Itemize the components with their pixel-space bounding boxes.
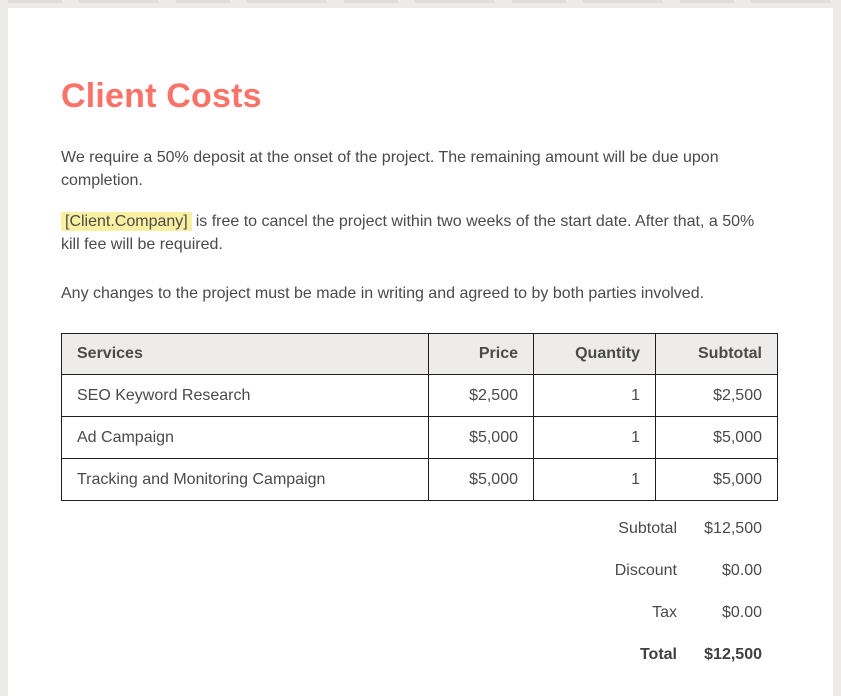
- cell-subtotal: $5,000: [655, 458, 778, 501]
- column-header-services: Services: [61, 333, 429, 375]
- summary-value: $0.00: [721, 604, 762, 621]
- summary-row-tax: Tax $0.00: [61, 592, 777, 634]
- summary-value: $0.00: [721, 562, 762, 579]
- cell-subtotal: $5,000: [655, 416, 778, 459]
- page-title: Client Costs: [61, 77, 262, 115]
- summary-value: $12,500: [704, 646, 762, 663]
- summary-value: $12,500: [704, 520, 762, 537]
- summary-label: Total: [639, 646, 677, 663]
- summary-row-discount: Discount $0.00: [61, 550, 777, 592]
- summary-label: Discount: [614, 562, 677, 579]
- cell-service: Tracking and Monitoring Campaign: [61, 458, 429, 501]
- column-header-subtotal: Subtotal: [655, 333, 778, 375]
- cell-quantity: 1: [533, 458, 656, 501]
- paragraph-deposit: We require a 50% deposit at the onset of…: [61, 149, 719, 189]
- cell-price: $5,000: [428, 416, 534, 459]
- paragraph-changes: Any changes to the project must be made …: [61, 285, 705, 302]
- summary-label: Subtotal: [618, 520, 677, 537]
- cell-subtotal: $2,500: [655, 374, 778, 417]
- pricing-table: Services Price Quantity Subtotal SEO Key…: [61, 333, 778, 501]
- table-row: Ad Campaign $5,000 1 $5,000: [61, 416, 778, 459]
- cell-price: $5,000: [428, 458, 534, 501]
- document-page: Client Costs We require a 50% deposit at…: [8, 8, 833, 696]
- cell-service: SEO Keyword Research: [61, 374, 429, 417]
- cell-quantity: 1: [533, 374, 656, 417]
- pricing-table-header-row: Services Price Quantity Subtotal: [61, 333, 778, 375]
- summary-label: Tax: [652, 604, 677, 621]
- table-row: SEO Keyword Research $2,500 1 $2,500: [61, 374, 778, 417]
- merge-field-client-company[interactable]: [Client.Company]: [61, 212, 192, 231]
- summary-row-subtotal: Subtotal $12,500: [61, 508, 777, 550]
- paragraph-cancellation-text: is free to cancel the project within two…: [61, 213, 755, 253]
- pricing-summary: Subtotal $12,500 Discount $0.00 Tax $0.0…: [61, 508, 777, 676]
- column-header-quantity: Quantity: [533, 333, 656, 375]
- cut-off-content-strip: [8, 0, 833, 3]
- column-header-price: Price: [428, 333, 534, 375]
- document-content: Client Costs We require a 50% deposit at…: [8, 8, 833, 696]
- cell-quantity: 1: [533, 416, 656, 459]
- paragraph-cancellation: [Client.Company] is free to cancel the pr…: [61, 210, 777, 256]
- cell-service: Ad Campaign: [61, 416, 429, 459]
- cell-price: $2,500: [428, 374, 534, 417]
- summary-row-total: Total $12,500: [61, 634, 777, 676]
- table-row: Tracking and Monitoring Campaign $5,000 …: [61, 458, 778, 501]
